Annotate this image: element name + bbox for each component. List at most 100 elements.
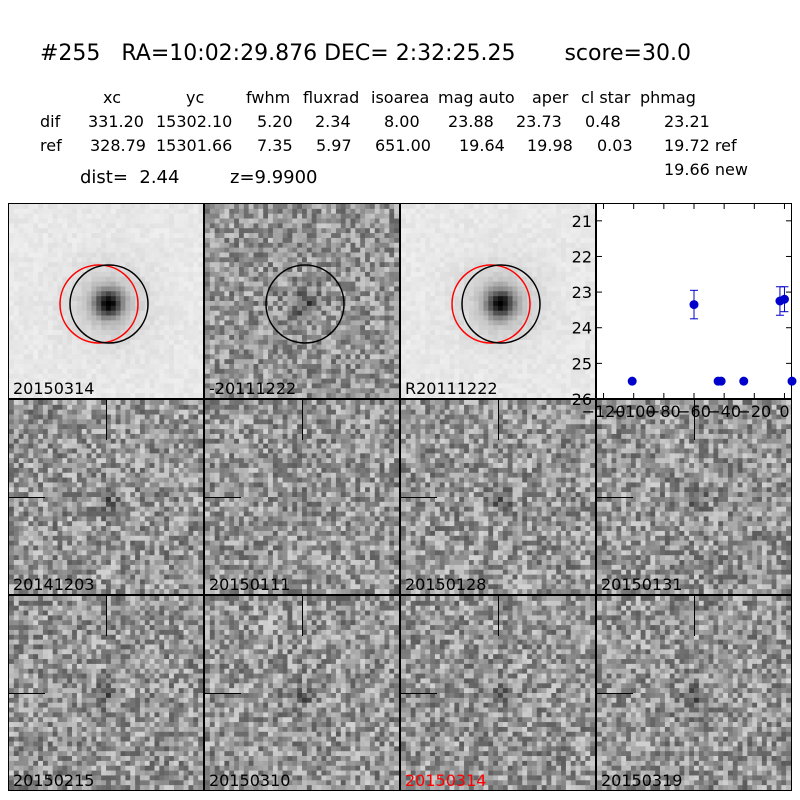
cell-phmag: 19.72 ref: [664, 136, 737, 155]
cell-isoarea: 651.00: [375, 136, 431, 155]
y-tick-label: 24: [572, 319, 592, 338]
reference-circle: [451, 264, 531, 344]
cutout-panel: 20150314: [400, 595, 596, 791]
position-tick-vertical: [106, 596, 107, 636]
y-tick-label: 22: [572, 247, 592, 266]
y-tick-label: 25: [572, 354, 592, 373]
data-point: [716, 376, 726, 386]
cutout-image: [597, 400, 791, 594]
cutout-image: [597, 596, 791, 790]
col-aper: aper: [532, 88, 569, 107]
col-yc: yc: [186, 88, 205, 107]
position-tick-horizontal: [205, 497, 241, 498]
cutout-panel: 20150310: [204, 595, 400, 791]
data-point: [689, 300, 699, 310]
cutout-image: [401, 204, 595, 398]
position-tick-horizontal: [205, 693, 241, 694]
cell-cl-star: 0.48: [585, 112, 621, 131]
param-table-row-ref: ref 328.79 15301.66 7.35 5.97 651.00 19.…: [0, 136, 800, 158]
col-isoarea: isoarea: [371, 88, 430, 107]
cell-fluxrad: 5.97: [316, 136, 352, 155]
cutout-date-label: 20150310: [209, 771, 291, 790]
lightcurve-plot: 21 22 23 24 25 26 −120 −100 −80 −60 −40 −20 0: [572, 203, 797, 421]
cutout-image: [9, 204, 203, 398]
col-phmag: phmag: [640, 88, 696, 107]
x-tick-label: 0: [779, 402, 789, 421]
cutout-grid: 20150314 -20111222 R20111222 20141203 20…: [8, 203, 792, 791]
cutout-panel: 20150128: [400, 399, 596, 595]
position-tick-horizontal: [597, 497, 633, 498]
cell-xc: 331.20: [88, 112, 144, 131]
position-tick-horizontal: [401, 693, 437, 694]
cutout-image: [401, 596, 595, 790]
position-tick-horizontal: [9, 497, 45, 498]
page-title: #255 RA=10:02:29.876 DEC= 2:32:25.25 sco…: [40, 41, 691, 66]
cutout-panel: 20141203: [8, 399, 204, 595]
cutout-panel: 20150215: [8, 595, 204, 791]
data-point: [739, 376, 749, 386]
position-tick-vertical: [302, 400, 303, 440]
cutout-panel: 20150314: [8, 203, 204, 399]
cutout-image: [205, 400, 399, 594]
col-mag-auto: mag auto: [438, 88, 515, 107]
cutout-date-label: 20150128: [405, 575, 487, 594]
cell-cl-star: 0.03: [597, 136, 633, 155]
x-tick-label: −120: [582, 402, 626, 421]
x-tick-label: −100: [612, 402, 656, 421]
cutout-date-label: 20150131: [601, 575, 683, 594]
cutout-date-label: R20111222: [405, 379, 498, 398]
cell-fluxrad: 2.34: [315, 112, 351, 131]
cell-phmag: 23.21: [664, 112, 710, 131]
cutout-image: [205, 596, 399, 790]
cell-xc: 328.79: [90, 136, 146, 155]
cutout-date-label: -20111222: [209, 379, 297, 398]
position-tick-vertical: [106, 400, 107, 440]
row-label: ref: [40, 136, 62, 155]
cutout-panel: 20150319: [596, 595, 792, 791]
cutout-date-label: 20150319: [601, 771, 683, 790]
cutout-image: [205, 204, 399, 398]
cell-yc: 15302.10: [156, 112, 233, 131]
position-tick-horizontal: [401, 497, 437, 498]
detection-circle: [265, 264, 345, 344]
y-tick-label: 23: [572, 283, 592, 302]
cell-aper: 19.98: [527, 136, 573, 155]
cutout-date-label: 20141203: [13, 575, 95, 594]
dist-readout: dist= 2.44: [80, 167, 180, 188]
x-tick-label: −20: [737, 402, 771, 421]
cutout-panel: 20150111: [204, 399, 400, 595]
cutout-image: [401, 400, 595, 594]
cell-fwhm: 5.20: [257, 112, 293, 131]
cutout-date-label: 20150111: [209, 575, 291, 594]
param-table-row-dif: dif 331.20 15302.10 5.20 2.34 8.00 23.88…: [0, 112, 800, 134]
cutout-date-label: 20150314: [405, 771, 487, 790]
detection-circle: [69, 264, 149, 344]
cutout-panel: -20111222: [204, 203, 400, 399]
data-point: [787, 376, 797, 386]
position-tick-vertical: [694, 400, 695, 440]
position-tick-vertical: [498, 400, 499, 440]
cutout-image: [9, 596, 203, 790]
cutout-date-label: 20150314: [13, 379, 95, 398]
x-tick-label: −40: [707, 402, 741, 421]
x-tick-label: −60: [677, 402, 711, 421]
cell-mag-auto: 23.88: [448, 112, 494, 131]
lightcurve-svg: 21 22 23 24 25 26−120−100−80−60−40−20 0: [572, 203, 797, 421]
position-tick-horizontal: [597, 693, 633, 694]
position-tick-vertical: [302, 596, 303, 636]
row-label: dif: [40, 112, 61, 131]
data-point: [627, 376, 637, 386]
y-tick-label: 21: [572, 212, 592, 231]
cell-fwhm: 7.35: [257, 136, 293, 155]
col-fwhm: fwhm: [246, 88, 291, 107]
detection-circle: [461, 264, 541, 344]
position-tick-vertical: [694, 596, 695, 636]
position-tick-vertical: [498, 596, 499, 636]
cutout-panel: 20150131: [596, 399, 792, 595]
cell-aper: 23.73: [516, 112, 562, 131]
z-readout: z=9.9900: [230, 167, 318, 188]
col-xc: xc: [103, 88, 121, 107]
cutout-panel: R20111222: [400, 203, 596, 399]
cell-yc: 15301.66: [156, 136, 233, 155]
cutout-date-label: 20150215: [13, 771, 95, 790]
